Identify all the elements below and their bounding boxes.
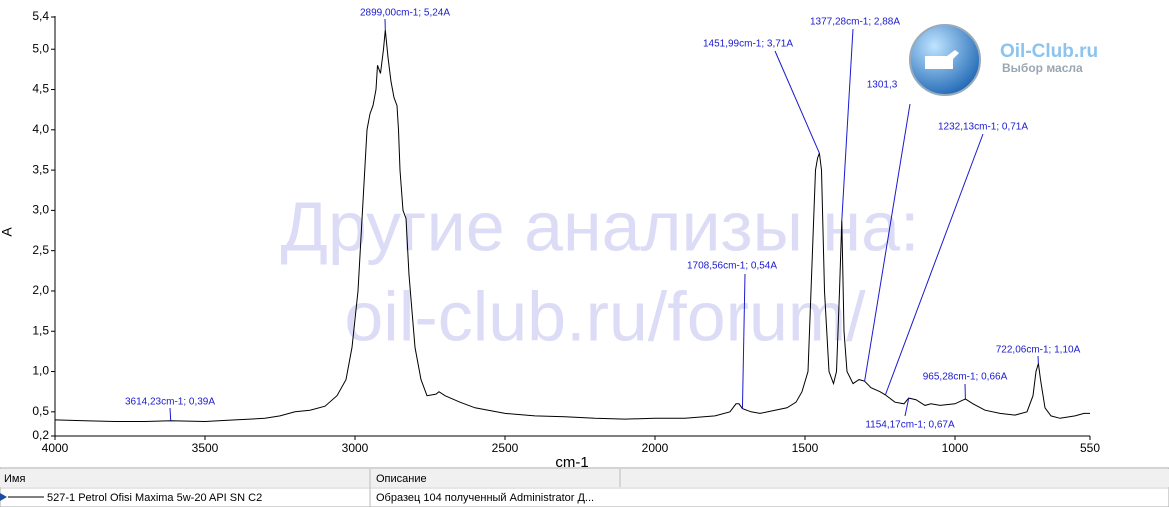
annotation-leader (884, 133, 984, 396)
annotation-label: 1451,99cm-1; 3,71A (703, 39, 793, 50)
annotation-leader (904, 398, 910, 417)
annotation-label: 722,06cm-1; 1,10A (996, 345, 1081, 356)
annotation-leader (774, 50, 820, 154)
x-tick-label: 3000 (342, 441, 369, 455)
annotation-label: 965,28cm-1; 0,66A (923, 372, 1008, 383)
x-tick-label: 4000 (42, 441, 69, 455)
table-header (0, 469, 1169, 487)
x-tick-label: 1000 (942, 441, 969, 455)
x-tick-label: 550 (1080, 441, 1100, 455)
y-tick-label: 4,5 (32, 82, 49, 96)
x-tick-label: 2000 (642, 441, 669, 455)
x-axis-label: cm-1 (555, 454, 588, 471)
y-axis-label: A (0, 227, 15, 237)
table-cell[interactable]: Образец 104 полученный Administrator Д..… (376, 492, 594, 504)
column-header[interactable]: Описание (376, 473, 427, 485)
y-tick-label: 2,5 (32, 243, 49, 257)
annotation-label: 1232,13cm-1; 0,71A (938, 122, 1028, 133)
y-tick-label: 5,0 (32, 41, 49, 55)
logo-can (925, 50, 959, 69)
annotation-leader (864, 103, 911, 382)
y-tick-label: 0,2 (32, 428, 49, 442)
logo-subtitle: Выбор масла (1002, 61, 1083, 75)
annotation-label: 1154,17cm-1; 0,67A (865, 420, 955, 431)
annotation-leader (169, 407, 172, 421)
logo-title: Oil-Club.ru (1000, 41, 1098, 62)
spectrum-line (54, 29, 1090, 423)
annotation-leader (841, 28, 854, 221)
y-tick-label: 2,0 (32, 283, 49, 297)
y-tick-label: 3,5 (32, 162, 49, 176)
annotation-leader (741, 273, 746, 409)
y-tick-label: 4,0 (32, 122, 49, 136)
x-tick-label: 1500 (792, 441, 819, 455)
annotation-label: 1708,56cm-1; 0,54A (687, 261, 777, 272)
y-tick-label: 1,5 (32, 323, 49, 337)
annotation-label: 2899,00cm-1; 5,24A (360, 8, 450, 19)
y-tick-label: 5,4 (32, 9, 49, 23)
annotation-label: 3614,23cm-1; 0,39A (125, 397, 215, 408)
annotation-label: 1377,28cm-1; 2,88A (810, 17, 900, 28)
annotation-label: 1301,3 (867, 80, 898, 91)
y-tick-label: 1,0 (32, 364, 49, 378)
row-marker (0, 493, 7, 501)
x-tick-label: 2500 (492, 441, 519, 455)
x-tick-label: 3500 (192, 441, 219, 455)
table-cell[interactable]: 527-1 Petrol Ofisi Maxima 5w-20 API SN C… (47, 492, 262, 504)
y-tick-label: 3,0 (32, 203, 49, 217)
column-header[interactable]: Имя (4, 473, 25, 485)
watermark: oil-club.ru/forum/ (344, 277, 866, 355)
y-tick-label: 0,5 (32, 404, 49, 418)
